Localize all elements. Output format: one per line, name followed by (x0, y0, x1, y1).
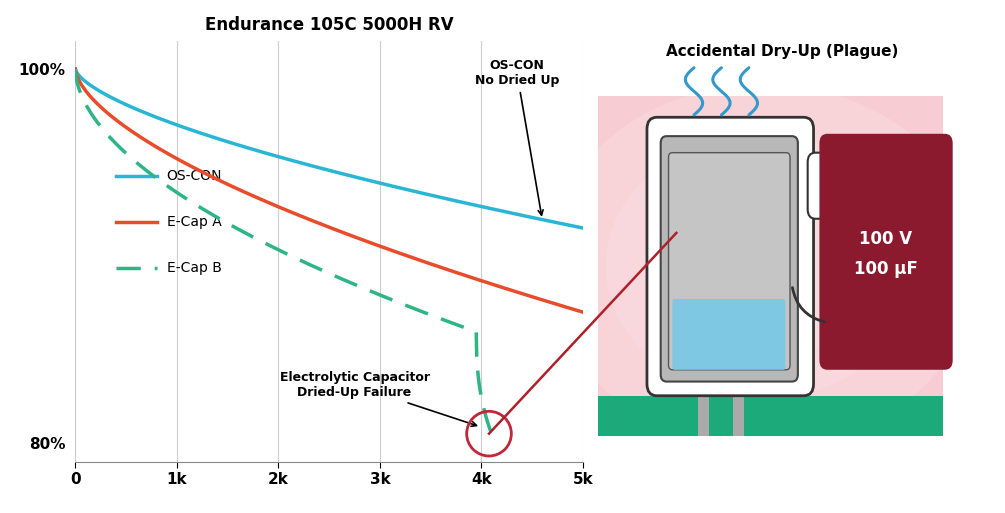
Text: E-Cap B: E-Cap B (167, 261, 222, 275)
Text: OS-CON
No Dried Up: OS-CON No Dried Up (474, 59, 559, 215)
Bar (697, 372, 709, 436)
FancyBboxPatch shape (647, 117, 814, 396)
FancyArrowPatch shape (792, 288, 824, 322)
Bar (734, 372, 744, 436)
FancyBboxPatch shape (660, 136, 798, 382)
FancyBboxPatch shape (819, 134, 953, 370)
Text: E-Cap A: E-Cap A (167, 215, 221, 229)
Ellipse shape (606, 134, 920, 398)
Ellipse shape (547, 84, 978, 448)
Ellipse shape (653, 173, 872, 359)
Text: Accidental Dry-Up (Plague): Accidental Dry-Up (Plague) (666, 44, 898, 59)
FancyBboxPatch shape (808, 153, 849, 219)
Text: OS-CON: OS-CON (167, 169, 222, 183)
Text: Electrolytic Capacitor
Dried-Up Failure: Electrolytic Capacitor Dried-Up Failure (279, 371, 476, 426)
FancyBboxPatch shape (668, 153, 790, 370)
Title: Endurance 105C 5000H RV: Endurance 105C 5000H RV (205, 16, 453, 34)
FancyBboxPatch shape (672, 299, 785, 370)
Bar (598, 96, 943, 436)
Text: 100 V
100 μF: 100 V 100 μF (854, 230, 918, 279)
Bar (598, 396, 943, 436)
